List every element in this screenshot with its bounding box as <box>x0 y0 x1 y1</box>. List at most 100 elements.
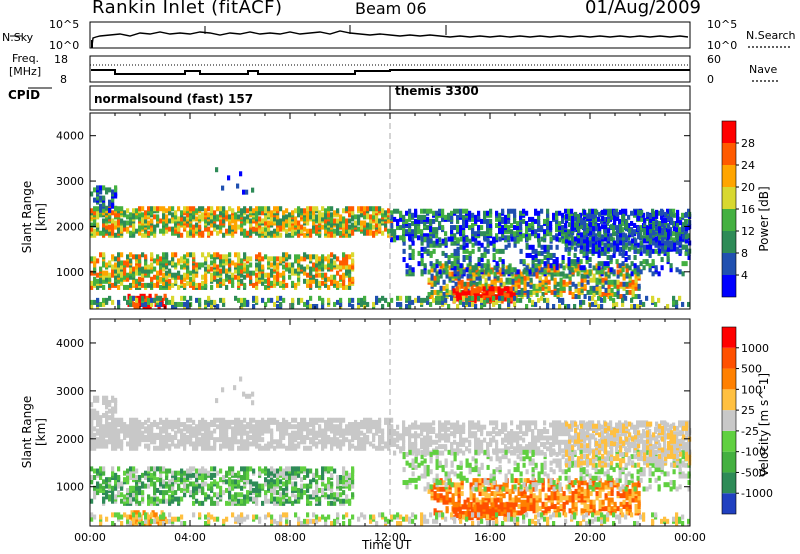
velocity-cell <box>378 443 382 449</box>
power-cell <box>357 297 361 303</box>
power-cell <box>240 222 244 228</box>
power-cell <box>222 297 226 303</box>
power-cell <box>147 297 151 303</box>
velocity-cell <box>444 433 448 439</box>
power-cell <box>520 287 524 293</box>
power-cell <box>513 236 517 242</box>
power-cell <box>99 203 103 209</box>
power-cell <box>165 280 169 286</box>
power-cell <box>297 297 301 303</box>
velocity-cell <box>186 424 190 430</box>
velocity-cell <box>354 434 358 440</box>
power-cell <box>306 220 310 226</box>
velocity-cell <box>180 432 184 438</box>
power-cell <box>510 236 514 242</box>
power-cell <box>111 230 115 236</box>
velocity-cell <box>138 419 142 425</box>
power-cell <box>537 240 541 246</box>
power-cell <box>501 259 505 265</box>
power-cell <box>442 263 446 269</box>
power-cell <box>309 228 313 234</box>
power-cell <box>333 278 337 284</box>
power-cell <box>601 246 605 252</box>
power-cell <box>675 304 679 309</box>
power-cell <box>396 235 400 241</box>
power-cell <box>345 222 349 228</box>
velocity-cell <box>156 445 160 451</box>
power-cell <box>114 268 118 274</box>
velocity-cell <box>429 422 433 428</box>
power-cell <box>120 206 124 212</box>
power-cell <box>105 187 109 193</box>
velocity-cell <box>252 424 256 430</box>
power-cell <box>556 287 560 293</box>
power-cell <box>111 264 115 270</box>
velocity-cell <box>288 422 292 428</box>
power-cell <box>537 250 541 256</box>
power-cell <box>619 294 623 300</box>
velocity-cell <box>384 441 388 447</box>
velocity-cell <box>468 433 472 439</box>
power-cell <box>192 214 196 220</box>
power-cell <box>442 279 446 285</box>
power-cell <box>210 276 214 282</box>
power-cell <box>261 226 265 232</box>
power-cell <box>108 224 112 230</box>
power-cell <box>363 206 367 212</box>
power-cell <box>342 208 346 214</box>
power-cell <box>549 231 553 237</box>
power-cell <box>306 299 310 305</box>
power-cell <box>568 269 572 275</box>
radar-title: Rankin Inlet (fitACF) <box>92 0 283 18</box>
velocity-cell <box>210 430 214 436</box>
power-cell <box>99 185 103 191</box>
velocity-cell <box>366 439 370 445</box>
velocity-cell <box>156 422 160 428</box>
velocity-cell <box>459 441 463 447</box>
power-cell <box>559 281 563 287</box>
power-cell <box>246 299 250 305</box>
power-cell <box>423 297 427 303</box>
power-cell <box>607 279 611 285</box>
power-cell <box>330 258 334 264</box>
power-cell <box>219 218 223 224</box>
power-cell <box>252 304 256 309</box>
power-cell <box>433 267 437 273</box>
power-cell <box>495 216 499 222</box>
power-cell <box>549 220 553 226</box>
power-cell <box>264 216 268 222</box>
velocity-cell <box>117 428 121 434</box>
velocity-cell <box>159 443 163 449</box>
velocity-cell <box>114 445 118 451</box>
velocity-cell <box>165 439 169 445</box>
power-cell <box>297 276 301 282</box>
velocity-cell <box>270 417 274 423</box>
power-cell <box>156 295 160 301</box>
power-cell <box>405 269 409 275</box>
power-cell <box>574 267 578 273</box>
velocity-cell <box>150 439 154 445</box>
velocity-cell <box>423 448 427 454</box>
power-cell <box>300 256 304 262</box>
power-cell <box>255 206 259 212</box>
power-cell <box>288 222 292 228</box>
power-cell <box>621 227 625 233</box>
velocity-cell <box>246 430 250 436</box>
power-cell <box>652 240 656 246</box>
power-cell <box>114 220 118 226</box>
power-cell <box>499 267 503 273</box>
velocity-cell <box>345 428 349 434</box>
power-cell <box>216 230 220 236</box>
power-cell <box>567 229 571 235</box>
power-cell <box>625 267 629 273</box>
power-cell <box>324 256 328 262</box>
power-cell <box>559 291 563 297</box>
power-cell <box>252 282 256 288</box>
power-cell <box>591 208 595 214</box>
velocity-cell <box>180 428 184 434</box>
power-cell <box>133 301 137 307</box>
power-cell <box>661 209 665 215</box>
power-cell <box>291 297 295 303</box>
velocity-cell <box>402 424 406 430</box>
power-cell <box>324 228 328 234</box>
